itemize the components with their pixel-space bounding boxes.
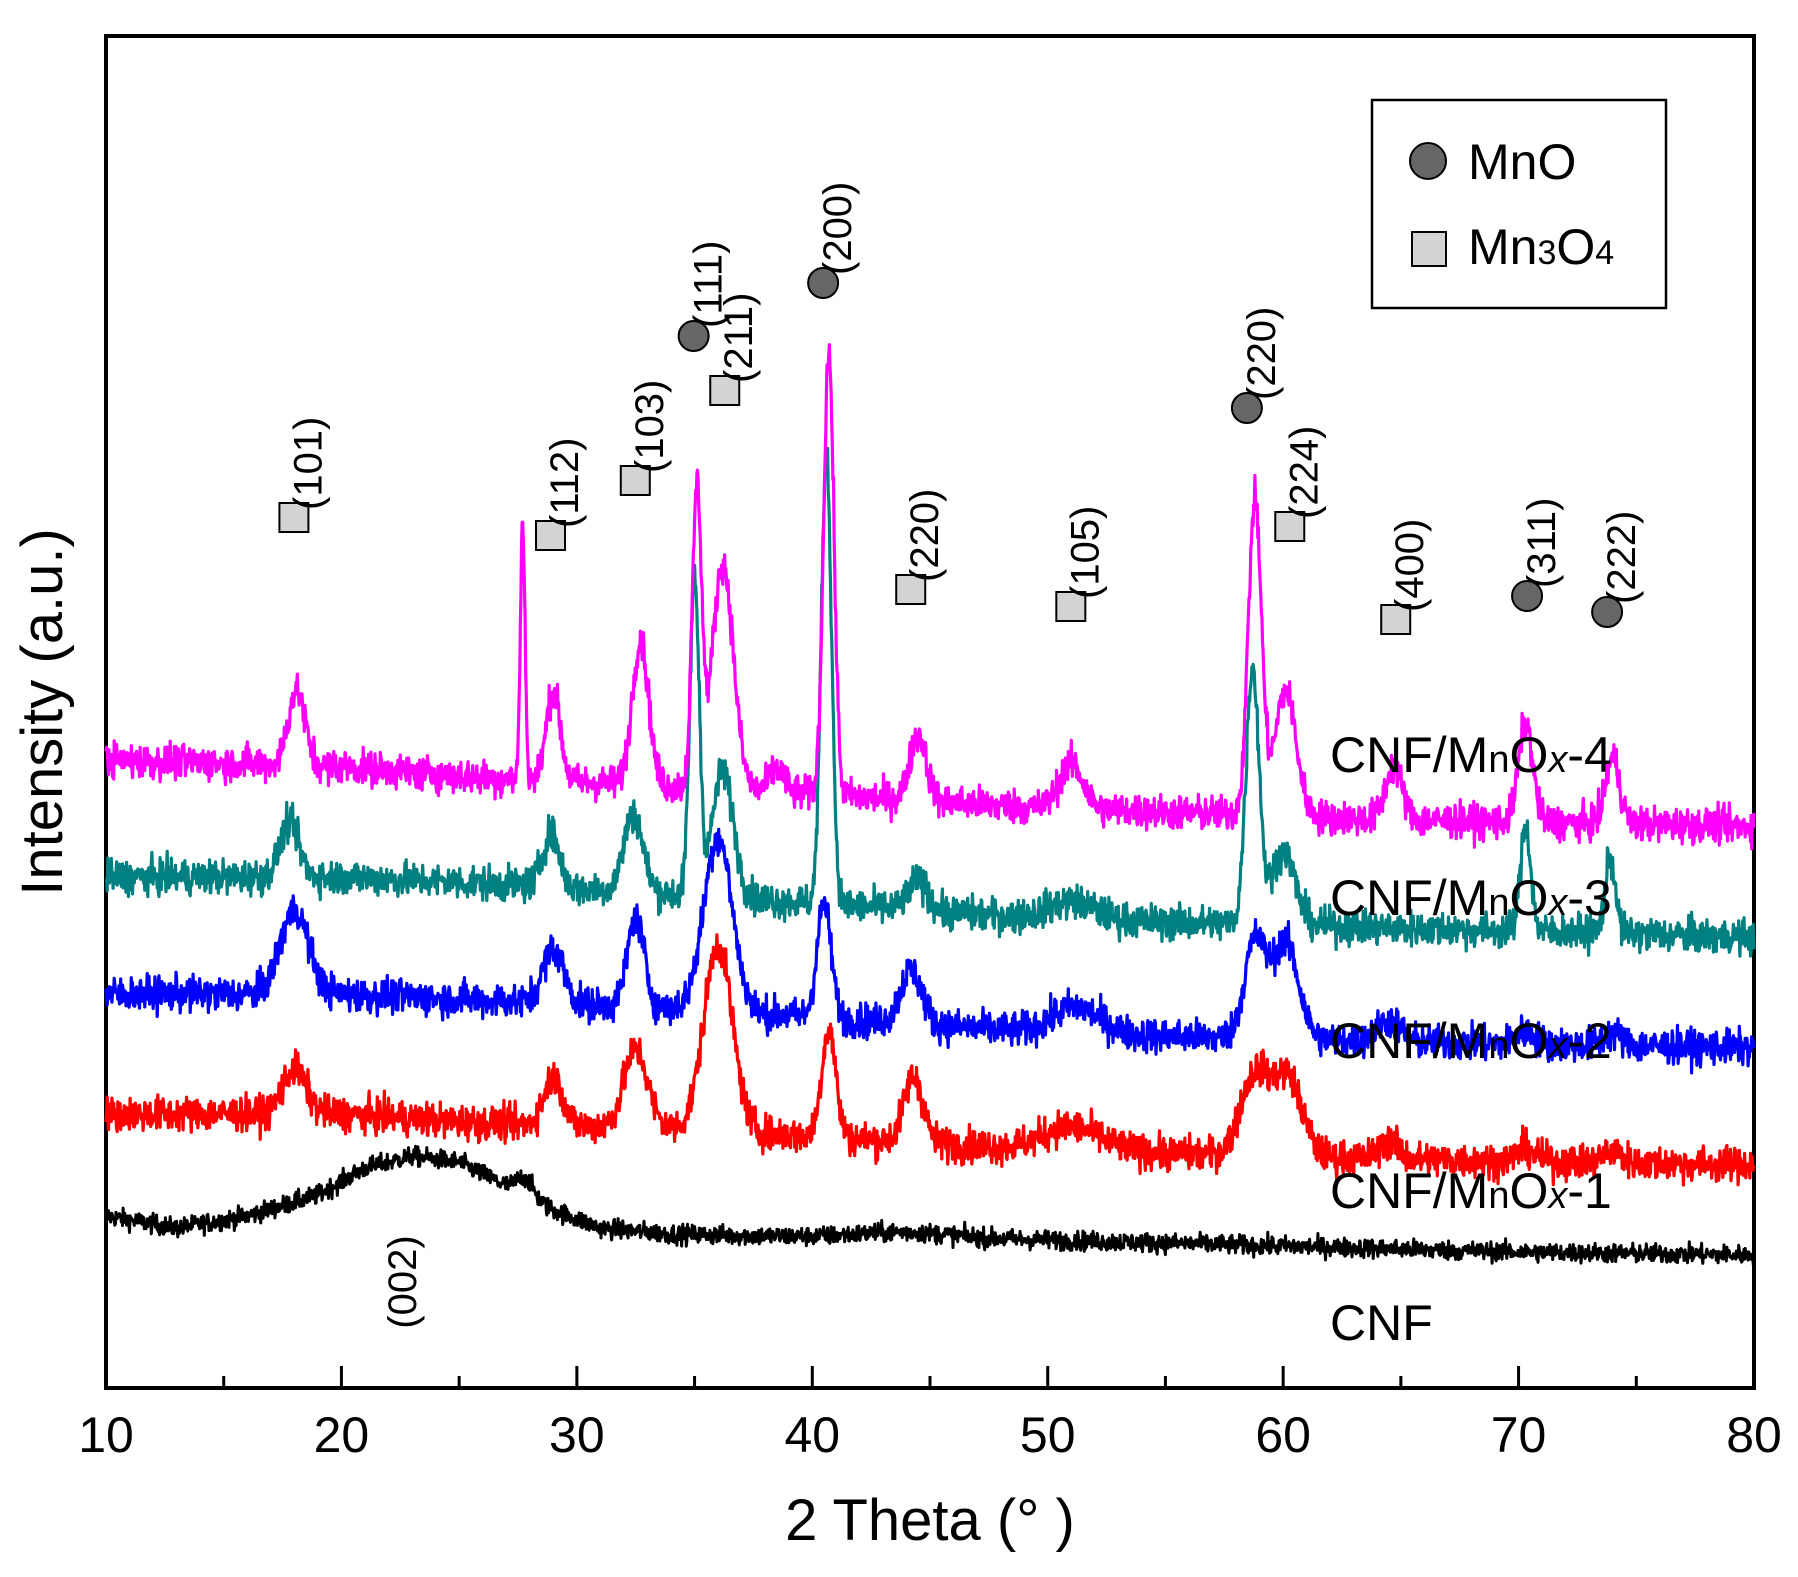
series-label-part: n xyxy=(1488,739,1509,781)
series-label-part: CNF/M xyxy=(1330,727,1488,783)
legend: MnO Mn3O4 xyxy=(1370,98,1668,310)
series-label-0: CNF xyxy=(1330,1295,1433,1351)
peak-label-11: (311) xyxy=(1520,498,1564,588)
mn3o4-marker-9 xyxy=(1274,511,1306,542)
series-line-0 xyxy=(104,1144,1756,1267)
series-label-4: CNF/MnOx-4 xyxy=(1330,727,1612,783)
series-label-part: -4 xyxy=(1567,727,1611,783)
series-line-4 xyxy=(104,343,1756,851)
mno-marker-5 xyxy=(807,267,840,299)
mn3o4-marker-6 xyxy=(895,574,927,605)
mno-marker-12 xyxy=(1591,596,1624,628)
legend-mn3o4-mn: Mn xyxy=(1468,219,1537,275)
legend-mn3o4-sub4: 4 xyxy=(1595,234,1614,272)
peak-label-2: (103) xyxy=(628,380,672,473)
series-label-part: O xyxy=(1509,870,1548,926)
x-tick-label-20: 20 xyxy=(314,1407,370,1463)
x-tick-label-40: 40 xyxy=(784,1407,840,1463)
mno-marker-8 xyxy=(1230,392,1263,424)
x-axis-title: 2 Theta (° ) xyxy=(785,1488,1075,1553)
series-label-part: CNF/M xyxy=(1330,1163,1488,1219)
mno-marker-11 xyxy=(1511,580,1544,612)
peak-label-6: (220) xyxy=(903,489,947,582)
series-line-3 xyxy=(105,446,1756,958)
peak-label-002: (002) xyxy=(381,1235,425,1328)
peak-label-4: (211) xyxy=(717,293,761,383)
peak-label-9: (224) xyxy=(1282,426,1326,519)
series-label-part: O xyxy=(1509,1013,1548,1069)
x-axis-ticks: 10 20 30 40 50 60 70 80 xyxy=(78,1366,1782,1463)
x-tick-label-80: 80 xyxy=(1726,1407,1782,1463)
mn3o4-marker-2 xyxy=(619,465,651,496)
series-label-part: -2 xyxy=(1567,1013,1611,1069)
series-label-part: x xyxy=(1546,1175,1569,1217)
series-label-part: n xyxy=(1488,1025,1509,1067)
series-label-part: x xyxy=(1546,1025,1569,1067)
peak-annotations: (101) (112) (103) (111)(211) (200) (220) (105)… xyxy=(278,182,1644,1329)
x-tick-label-10: 10 xyxy=(78,1407,134,1463)
series-label-part: x xyxy=(1546,739,1569,781)
mn3o4-marker-7 xyxy=(1055,591,1087,622)
series-label-part: CNF/M xyxy=(1330,1013,1488,1069)
mn3o4-marker-4 xyxy=(709,375,741,406)
legend-box xyxy=(1370,98,1668,310)
series-label-part: -3 xyxy=(1567,870,1611,926)
y-axis-title: Intensity (a.u.) xyxy=(10,528,75,895)
x-tick-label-30: 30 xyxy=(549,1407,605,1463)
peak-label-7: (105) xyxy=(1063,506,1107,599)
mn3o4-marker-10 xyxy=(1380,604,1412,635)
legend-mno-marker xyxy=(1409,142,1447,180)
x-tick-label-60: 60 xyxy=(1255,1407,1311,1463)
legend-mn3o4-marker xyxy=(1411,231,1447,267)
peak-label-12: (222) xyxy=(1600,511,1644,604)
peak-label-3: (111) xyxy=(687,241,731,328)
legend-mno-label: MnO xyxy=(1468,134,1576,190)
series-label-part: n xyxy=(1488,1175,1509,1217)
mn3o4-marker-1 xyxy=(535,520,567,551)
x-tick-label-50: 50 xyxy=(1020,1407,1076,1463)
peak-label-8: (220) xyxy=(1240,307,1284,400)
series-layer xyxy=(104,343,1756,1267)
series-line-1 xyxy=(104,933,1756,1187)
peak-label-0: (101) xyxy=(286,417,330,510)
legend-mn3o4-o: O xyxy=(1556,219,1595,275)
mn3o4-marker-0 xyxy=(278,502,310,533)
series-label-2: CNF/MnOx-2 xyxy=(1330,1013,1612,1069)
peak-label-5: (200) xyxy=(816,182,860,275)
peak-label-10: (400) xyxy=(1388,519,1432,612)
series-label-3: CNF/MnOx-3 xyxy=(1330,870,1612,926)
series-label-part: n xyxy=(1488,882,1509,924)
series-labels: CNFCNF/MnOx-1CNF/MnOx-2CNF/MnOx-3CNF/MnO… xyxy=(1330,727,1612,1351)
series-label-part: -1 xyxy=(1567,1163,1611,1219)
series-line-2 xyxy=(104,827,1756,1075)
legend-mn3o4-sub3: 3 xyxy=(1537,234,1556,272)
series-label-part: O xyxy=(1509,1163,1548,1219)
series-label-part: CNF/M xyxy=(1330,870,1488,926)
series-label-1: CNF/MnOx-1 xyxy=(1330,1163,1612,1219)
legend-mn3o4-label: Mn3O4 xyxy=(1468,219,1614,275)
mno-marker-3 xyxy=(677,320,710,352)
series-label-part: x xyxy=(1546,882,1569,924)
peak-label-1: (112) xyxy=(543,438,587,528)
x-tick-label-70: 70 xyxy=(1491,1407,1547,1463)
series-label-part: O xyxy=(1509,727,1548,783)
